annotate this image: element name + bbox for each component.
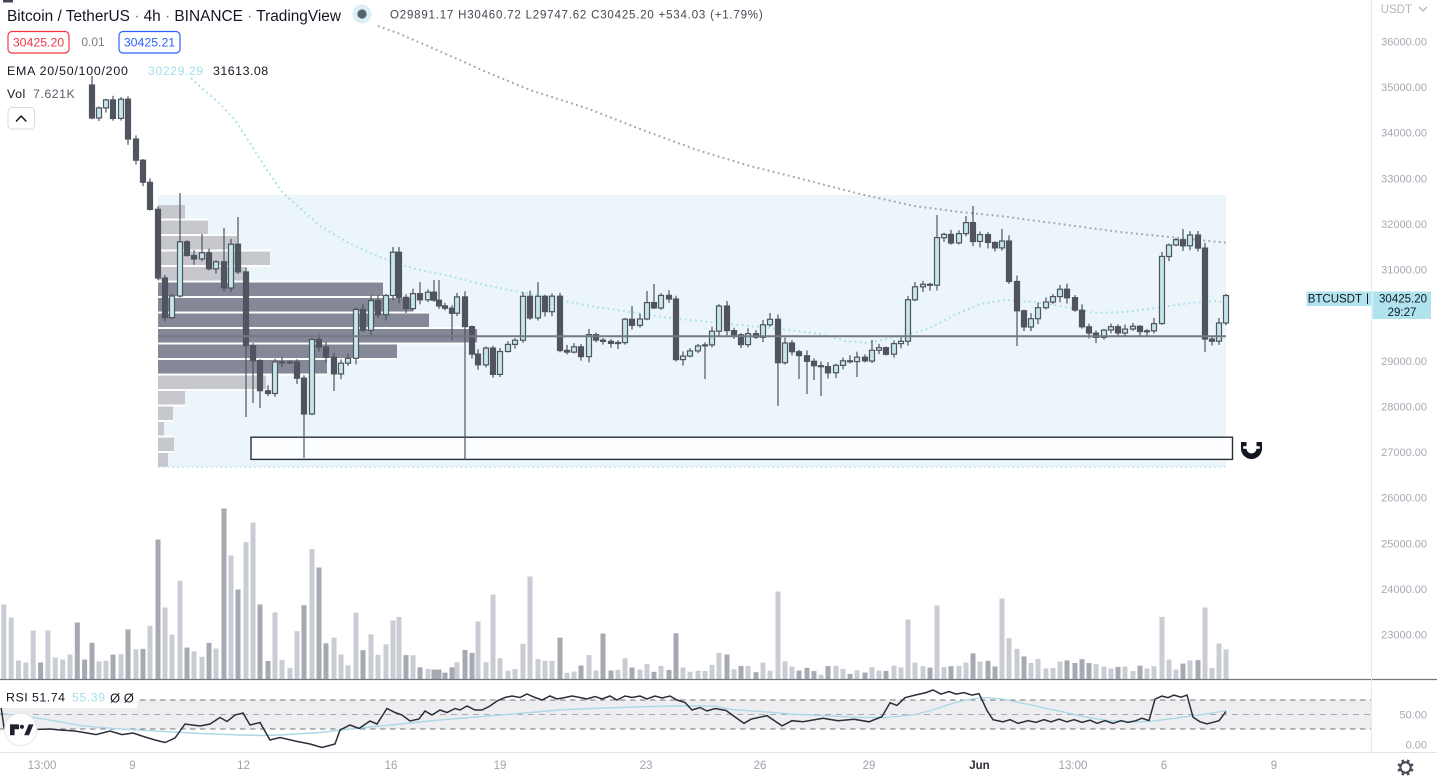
svg-text:9: 9	[129, 760, 135, 772]
svg-text:7.621K: 7.621K	[33, 87, 76, 101]
svg-text:31613.08: 31613.08	[213, 64, 269, 78]
svg-text:19: 19	[494, 760, 507, 772]
svg-text:Jun: Jun	[969, 760, 989, 772]
svg-text:6: 6	[1161, 760, 1167, 772]
svg-text:27000.00: 27000.00	[1381, 447, 1427, 459]
svg-text:30425.20: 30425.20	[1379, 294, 1427, 306]
svg-text:O29891.17 H30460.72 L29747.62: O29891.17 H30460.72 L29747.62 C30425.20 …	[390, 10, 763, 22]
svg-text:29: 29	[863, 760, 876, 772]
svg-text:RSI: RSI	[6, 691, 28, 705]
svg-text:35000.00: 35000.00	[1381, 82, 1427, 94]
svg-text:30425.21: 30425.21	[124, 36, 175, 50]
svg-text:30425.20: 30425.20	[13, 36, 64, 50]
svg-text:USDT: USDT	[1381, 4, 1412, 16]
svg-text:9: 9	[1271, 760, 1277, 772]
svg-text:0.01: 0.01	[81, 35, 105, 49]
svg-text:EMA 20/50/100/200: EMA 20/50/100/200	[7, 64, 129, 78]
svg-text:24000.00: 24000.00	[1381, 584, 1427, 596]
svg-text:50.00: 50.00	[1399, 710, 1427, 722]
svg-text:23000.00: 23000.00	[1381, 630, 1427, 642]
svg-text:29:27: 29:27	[1388, 307, 1417, 319]
svg-text:13:00: 13:00	[1059, 760, 1088, 772]
svg-text:Vol: Vol	[7, 87, 26, 101]
svg-text:0.00: 0.00	[1406, 740, 1427, 752]
svg-text:28000.00: 28000.00	[1381, 402, 1427, 414]
svg-text:30229.29: 30229.29	[148, 64, 204, 78]
svg-text:55.39: 55.39	[72, 691, 106, 705]
svg-text:13:00: 13:00	[28, 760, 57, 772]
svg-text:26: 26	[754, 760, 767, 772]
svg-text:16: 16	[385, 760, 398, 772]
svg-text:51.74: 51.74	[32, 691, 66, 705]
svg-text:26000.00: 26000.00	[1381, 493, 1427, 505]
svg-text:29000.00: 29000.00	[1381, 356, 1427, 368]
svg-text:32000.00: 32000.00	[1381, 219, 1427, 231]
svg-text:BTCUSDT: BTCUSDT	[1308, 294, 1362, 306]
svg-text:12: 12	[237, 760, 250, 772]
svg-text:Bitcoin / TetherUS · 4h · BINA: Bitcoin / TetherUS · 4h · BINANCE · Trad…	[7, 8, 342, 25]
svg-text:25000.00: 25000.00	[1381, 538, 1427, 550]
svg-text:31000.00: 31000.00	[1381, 265, 1427, 277]
svg-text:33000.00: 33000.00	[1381, 173, 1427, 185]
svg-text:Ø Ø: Ø Ø	[110, 691, 134, 706]
svg-text:23: 23	[640, 760, 653, 772]
svg-text:34000.00: 34000.00	[1381, 128, 1427, 140]
svg-text:36000.00: 36000.00	[1381, 37, 1427, 49]
